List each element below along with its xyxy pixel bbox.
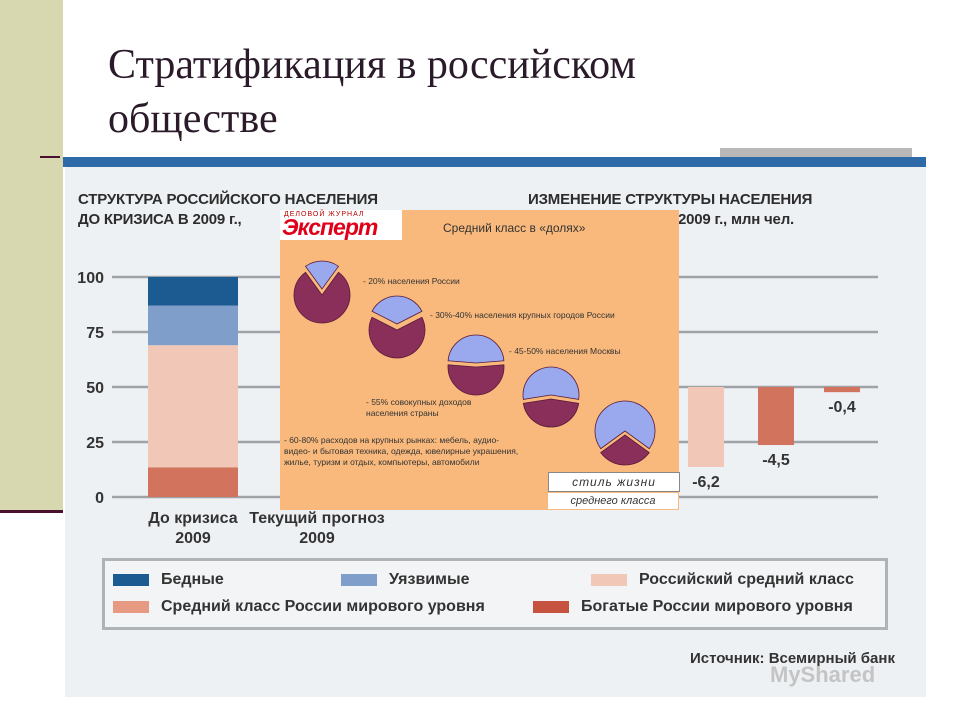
right-heading-line-2: 2009 г., млн чел. [678, 211, 794, 228]
pie-label-2: - 30%-40% населения крупных городов Росс… [430, 310, 615, 320]
logo-subtitle: ДЕЛОВОЙ ЖУРНАЛ [284, 211, 365, 218]
y-tick-label: 100 [77, 270, 104, 287]
y-tick-label: 50 [86, 380, 104, 397]
legend-item-poor: Бедные [113, 571, 224, 589]
middle-class-label: среднего класса [548, 493, 678, 509]
left-chart-heading: СТРУКТУРА РОССИЙСКОГО НАСЕЛЕНИЯ ДО КРИЗИ… [78, 190, 378, 230]
change-bar [758, 387, 794, 446]
legend-swatch [533, 601, 569, 613]
source-note: Источник: Всемирный банк [690, 650, 895, 667]
legend-item-vulnerable: Уязвимые [341, 571, 470, 589]
right-chart-heading: ИЗМЕНЕНИЕ СТРУКТУРЫ НАСЕЛЕНИЯ 2009 г., м… [528, 190, 812, 230]
pie-share-slice [594, 400, 656, 450]
top-rule [40, 156, 60, 158]
watermark: MyShared [770, 662, 876, 687]
left-heading-line-2: ДО КРИЗИСА В 2009 г., [78, 211, 242, 228]
legend-label: Бедные [161, 571, 224, 588]
pie-main-slice [600, 434, 650, 466]
legend-item-world-middle-class: Средний класс России мирового уровня [113, 598, 485, 616]
stacked-bar-segment [148, 467, 238, 497]
pie-main-slice [368, 316, 426, 359]
legend-swatch [113, 601, 149, 613]
blue-accent-bar [63, 157, 926, 167]
stacked-bar-segment [148, 277, 238, 306]
legend-label: Российский средний класс [639, 571, 854, 588]
legend-swatch [591, 574, 627, 586]
pie-share-slice [447, 334, 505, 364]
legend-label: Богатые России мирового уровня [581, 598, 853, 615]
slide-title: Стратификация в российском обществе [108, 42, 636, 142]
pie-share-slice [304, 260, 340, 290]
pie-label-5: - 60-80% расходов на крупных рынках: меб… [284, 435, 518, 468]
y-tick-label: 25 [86, 435, 104, 452]
left-decor-band [0, 0, 63, 512]
chart-legend: Бедные Уязвимые Российский средний класс… [102, 558, 888, 630]
lifestyle-label: стиль жизни [548, 472, 680, 492]
pie-charts [293, 260, 656, 466]
change-bar-value-label: -4,5 [762, 452, 790, 469]
pie-share-slice [522, 366, 580, 400]
grey-accent-bar [720, 148, 912, 157]
pie-main-slice [447, 364, 505, 396]
change-bar [688, 387, 724, 467]
pie-main-slice [293, 271, 351, 324]
pie-share-slice [371, 295, 423, 325]
pie-main-slice [522, 398, 580, 428]
legend-item-rich: Богатые России мирового уровня [533, 598, 853, 616]
legend-swatch [341, 574, 377, 586]
pie-label-4-line1: - 55% совокупных доходов [366, 397, 472, 407]
legend-label: Уязвимые [389, 571, 470, 588]
right-heading-line-1: ИЗМЕНЕНИЕ СТРУКТУРЫ НАСЕЛЕНИЯ [528, 191, 813, 208]
y-tick-label: 75 [86, 325, 104, 342]
x-category-label: До кризиса [148, 510, 237, 527]
legend-swatch [113, 574, 149, 586]
y-tick-label: 0 [95, 490, 104, 507]
pie-label-4: - 55% совокупных доходов населения стран… [366, 397, 471, 419]
pie-label-5-line1: - 60-80% расходов на крупных рынках: меб… [284, 435, 500, 445]
pie-label-3: - 45-50% населения Москвы [509, 346, 621, 356]
overlay-title: Средний класс в «долях» [443, 221, 586, 235]
x-category-label: 2009 [175, 530, 211, 547]
left-heading-line-1: СТРУКТУРА РОССИЙСКОГО НАСЕЛЕНИЯ [78, 191, 378, 208]
expert-logo: ДЕЛОВОЙ ЖУРНАЛ Эксперт [280, 210, 402, 240]
pie-label-1: - 20% населения России [363, 276, 460, 286]
legend-label: Средний класс России мирового уровня [161, 598, 485, 615]
expert-overlay: ДЕЛОВОЙ ЖУРНАЛ Эксперт Средний класс в «… [280, 210, 680, 510]
x-category-label: 2009 [299, 530, 335, 547]
pie-label-5-line2: видео- и бытовая техника, одежда, ювелир… [284, 446, 519, 456]
change-bar-value-label: -0,4 [828, 399, 856, 416]
stacked-bar-segment [148, 305, 238, 346]
pie-label-5-line3: жилье, туризм и отдых, компьютеры, автом… [284, 457, 480, 467]
legend-item-russian-middle-class: Российский средний класс [591, 571, 854, 589]
logo-text: Эксперт [282, 214, 378, 240]
change-bar-value-label: -6,2 [692, 474, 720, 491]
stacked-bar-segment [148, 345, 238, 468]
change-bar [824, 387, 860, 393]
bottom-rule [0, 510, 63, 513]
pie-label-4-line2: населения страны [366, 408, 439, 418]
x-category-label: Текущий прогноз [249, 510, 385, 527]
